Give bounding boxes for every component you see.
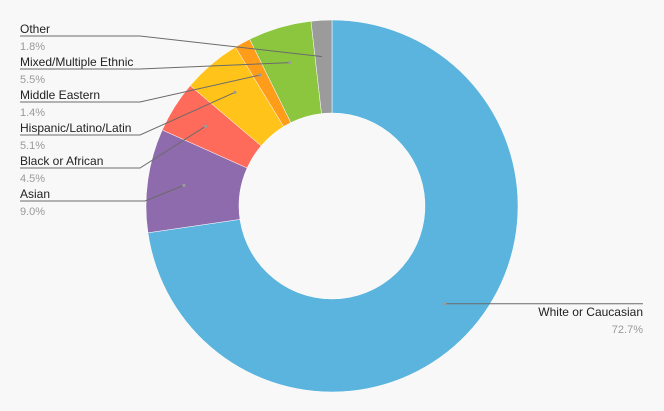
leader-dot-hispanic-latino-latin (233, 90, 237, 94)
leader-line-hispanic-latino-latin (20, 91, 236, 136)
slice-value-other: 1.8% (20, 41, 45, 53)
slice-value-mixed-multiple-ethnic: 5.5% (20, 74, 45, 86)
leader-dot-mixed-multiple-ethnic (288, 60, 292, 65)
leader-line-black-or-african (20, 125, 206, 169)
slice-other[interactable] (310, 19, 333, 114)
slice-label-black-or-african: Black or African (20, 154, 103, 168)
slice-label-middle-eastern: Middle Eastern (20, 88, 100, 102)
slice-label-asian: Asian (20, 187, 50, 201)
slice-label-other: Other (20, 22, 50, 36)
leader-line-mixed-multiple-ethnic (20, 62, 290, 70)
slice-label-mixed-multiple-ethnic: Mixed/Multiple Ethnic (20, 55, 133, 69)
slice-value-hispanic-latino-latin: 5.1% (20, 140, 45, 152)
slice-label-white-or-caucasian: White or Caucasian (538, 305, 643, 319)
slice-value-middle-eastern: 1.4% (20, 107, 45, 119)
slice-label-hispanic-latino-latin: Hispanic/Latino/Latin (20, 121, 131, 135)
slice-value-asian: 9.0% (20, 206, 45, 218)
leader-dot-other (321, 55, 326, 59)
leader-line-other (20, 35, 324, 58)
leader-dot-white-or-caucasian (443, 302, 447, 306)
slice-value-black-or-african: 4.5% (20, 173, 45, 185)
leader-dot-asian (182, 183, 186, 188)
leader-line-asian (20, 184, 185, 202)
slice-white-or-caucasian[interactable] (147, 19, 519, 393)
slice-value-white-or-caucasian: 72.7% (612, 324, 643, 336)
leader-dot-middle-eastern (258, 73, 262, 77)
leader-line-middle-eastern (20, 74, 261, 103)
leader-dot-black-or-african (203, 124, 208, 128)
